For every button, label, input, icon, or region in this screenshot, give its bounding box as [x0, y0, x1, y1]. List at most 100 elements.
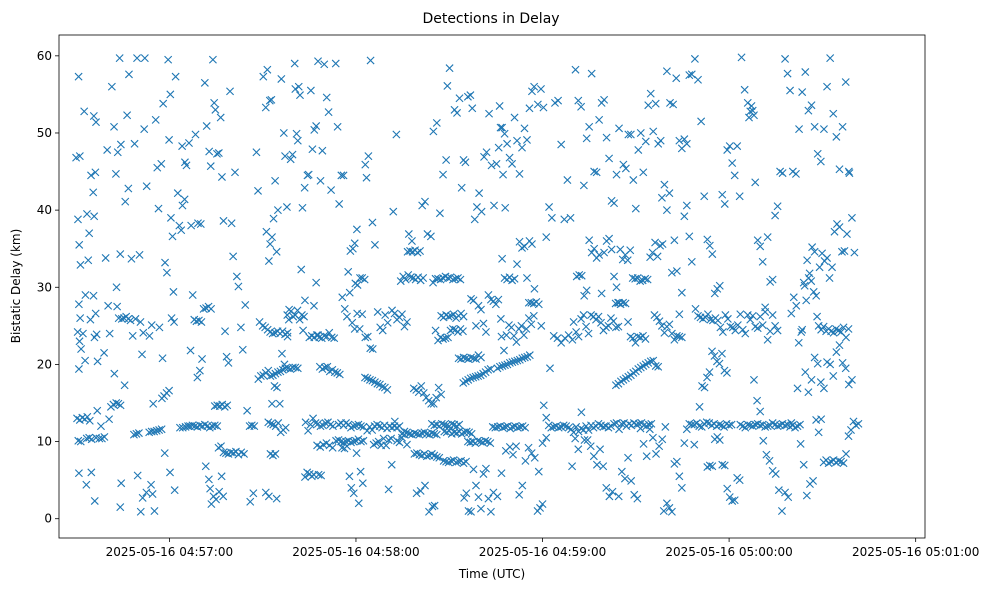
data-point-x-marker — [690, 440, 699, 449]
data-point-x-marker — [312, 278, 321, 287]
data-point-x-marker — [542, 433, 551, 442]
data-point-x-marker — [844, 167, 853, 176]
data-point-x-marker — [817, 415, 826, 424]
data-point-x-marker — [238, 345, 247, 354]
data-point-x-marker — [460, 493, 469, 502]
data-point-x-marker — [191, 130, 200, 139]
data-point-x-marker — [768, 275, 777, 284]
data-point-x-marker — [462, 489, 471, 498]
data-point-x-marker — [715, 436, 724, 445]
data-point-x-marker — [134, 429, 143, 438]
data-point-x-marker — [629, 176, 638, 185]
data-point-x-marker — [745, 113, 753, 122]
data-point-x-marker — [212, 495, 221, 504]
data-point-x-marker — [781, 54, 790, 63]
data-point-x-marker — [300, 312, 309, 321]
data-point-x-marker — [356, 422, 365, 431]
data-point-x-marker — [212, 149, 221, 158]
data-point-x-marker — [432, 453, 441, 461]
data-point-x-marker — [631, 274, 640, 283]
data-point-x-marker — [205, 147, 214, 156]
data-point-x-marker — [76, 437, 85, 446]
data-point-x-marker — [426, 232, 435, 241]
data-point-x-marker — [110, 122, 119, 131]
data-point-x-marker — [422, 452, 431, 461]
data-point-x-marker — [160, 449, 169, 458]
data-point-x-marker — [726, 322, 735, 331]
data-point-x-marker — [479, 469, 488, 478]
data-point-x-marker — [619, 298, 628, 307]
data-point-x-marker — [421, 197, 429, 206]
data-point-x-marker — [427, 399, 436, 408]
data-point-x-marker — [360, 373, 369, 382]
data-point-x-marker — [101, 253, 110, 262]
data-point-x-marker — [259, 72, 268, 81]
data-point-x-marker — [452, 458, 461, 467]
data-point-x-marker — [802, 296, 811, 305]
data-point-x-marker — [138, 493, 147, 502]
data-point-x-marker — [448, 275, 457, 284]
data-point-x-marker — [295, 315, 304, 324]
data-point-x-marker — [617, 467, 626, 476]
data-point-x-marker — [249, 489, 258, 498]
data-point-x-marker — [527, 87, 536, 96]
data-point-x-marker — [773, 326, 782, 335]
data-point-x-marker — [113, 302, 122, 311]
data-point-x-marker — [133, 54, 142, 63]
data-point-x-marker — [198, 355, 207, 364]
data-point-x-marker — [687, 257, 696, 266]
data-point-x-marker — [781, 421, 790, 430]
data-point-x-marker — [112, 283, 121, 292]
data-point-x-marker — [95, 434, 104, 443]
data-point-x-marker — [471, 372, 480, 381]
data-point-x-marker — [799, 460, 808, 469]
data-point-x-marker — [204, 475, 213, 484]
data-point-x-marker — [605, 234, 614, 243]
data-point-x-marker — [300, 296, 309, 305]
data-point-x-marker — [580, 436, 589, 445]
data-point-x-marker — [448, 324, 457, 333]
data-point-x-marker — [501, 422, 510, 431]
data-point-x-marker — [362, 173, 371, 182]
data-point-x-marker — [356, 437, 365, 446]
data-point-x-marker — [510, 357, 519, 366]
data-point-x-marker — [485, 109, 494, 118]
data-point-x-marker — [774, 486, 783, 495]
data-point-x-marker — [682, 139, 691, 148]
data-point-x-marker — [222, 352, 231, 361]
data-point-x-marker — [718, 460, 727, 469]
data-point-x-marker — [525, 351, 534, 360]
data-point-x-marker — [348, 244, 357, 253]
data-point-x-marker — [487, 161, 496, 170]
data-point-x-marker — [816, 378, 825, 387]
data-point-x-marker — [281, 423, 290, 432]
data-point-x-marker — [466, 91, 475, 100]
data-point-x-marker — [85, 416, 94, 425]
data-point-x-marker — [474, 493, 483, 502]
data-point-x-marker — [525, 104, 534, 113]
data-point-x-marker — [700, 383, 709, 392]
tick-layer: 0 10 20 30 40 50 60 2025-05-16 04:57:00 2025-05-… — [37, 49, 980, 559]
data-point-x-marker — [455, 94, 464, 103]
data-point-x-marker — [557, 338, 566, 347]
plot-frame — [58, 34, 926, 539]
y-tick-label: 50 — [37, 126, 52, 140]
data-point-x-marker — [188, 421, 197, 430]
data-point-x-marker — [368, 345, 377, 353]
data-point-x-marker — [432, 393, 441, 402]
data-point-x-marker — [210, 98, 219, 107]
data-point-x-marker — [300, 473, 309, 482]
data-point-x-marker — [837, 247, 846, 256]
data-point-x-marker — [135, 250, 144, 259]
x-tick-label: 2025-05-16 05:01:00 — [852, 545, 979, 559]
x-tick-label: 2025-05-16 04:58:00 — [292, 545, 419, 559]
data-point-x-marker — [800, 281, 809, 290]
data-point-x-marker — [527, 449, 536, 458]
data-point-x-marker — [76, 314, 85, 323]
data-point-x-marker — [677, 333, 686, 342]
data-point-x-marker — [81, 290, 90, 299]
data-point-x-marker — [471, 481, 480, 490]
data-point-x-marker — [748, 106, 757, 115]
data-point-x-marker — [646, 89, 655, 98]
data-point-x-marker — [554, 423, 563, 432]
